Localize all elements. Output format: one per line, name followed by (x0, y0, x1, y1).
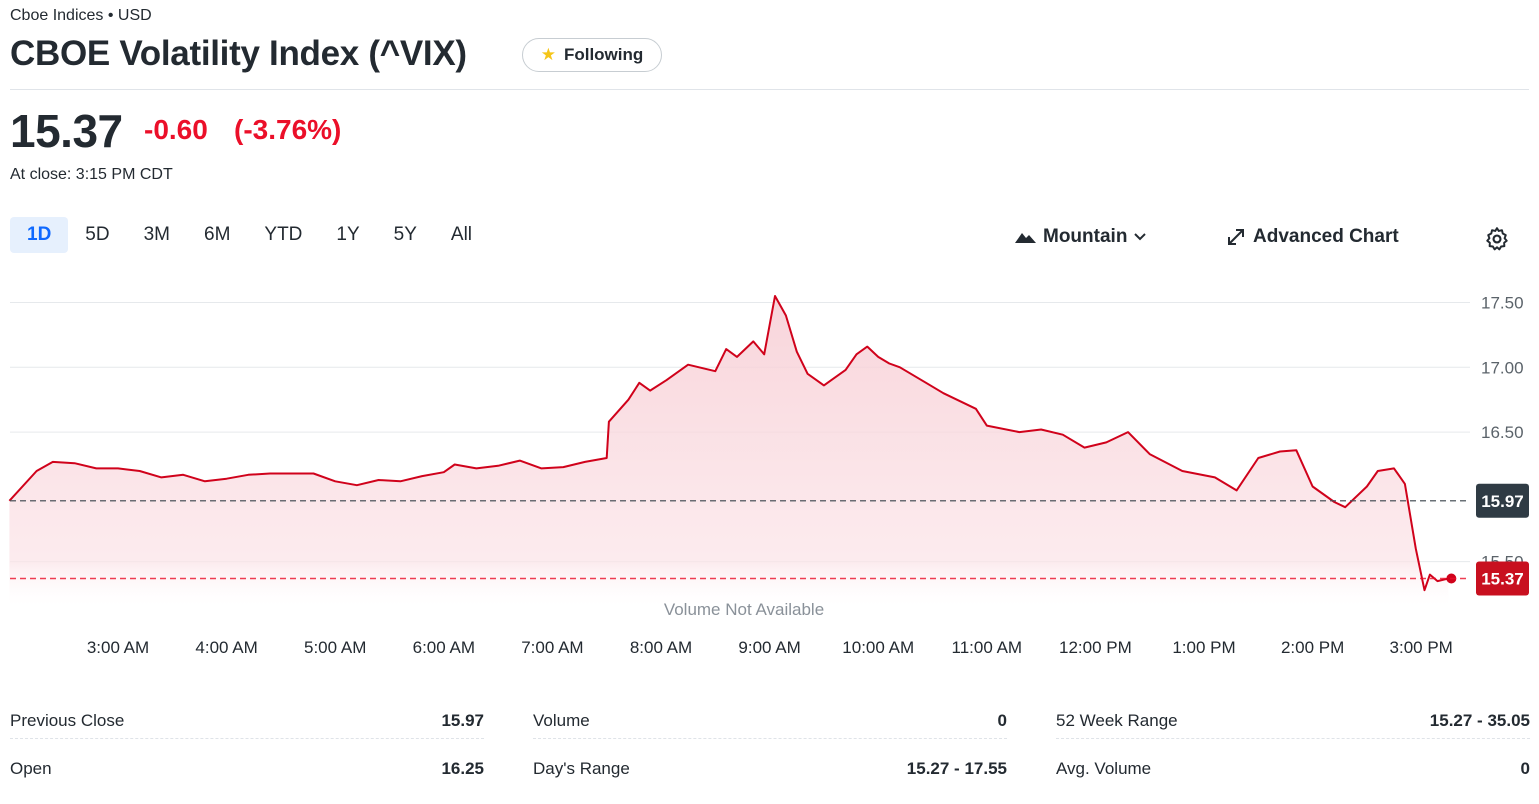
chart-type-label: Mountain (1043, 226, 1128, 247)
stat-value: 15.27 - 35.05 (1429, 710, 1530, 730)
stat-open: Open 16.25 (10, 751, 484, 787)
tab-all[interactable]: All (450, 224, 473, 245)
stat-value: 15.97 (441, 710, 484, 730)
reference-badge (1476, 561, 1529, 596)
quote-change-percent: (-3.76%) (234, 114, 342, 145)
stat-label: Open (10, 759, 52, 778)
chart-type-dropdown[interactable]: Mountain (1015, 226, 1147, 248)
stat-label: Volume (533, 710, 590, 730)
x-tick-label: 7:00 AM (521, 638, 583, 657)
volume-note: Volume Not Available (664, 600, 824, 619)
exchange-label: Cboe Indices • USD (10, 7, 152, 24)
quote-change: -0.60 (144, 114, 208, 145)
stat-label: 52 Week Range (1056, 710, 1178, 730)
expand-icon (1228, 229, 1244, 245)
y-tick-label: 17.00 (1481, 358, 1524, 377)
following-button[interactable]: ★ Following (522, 38, 662, 72)
x-tick-label: 12:00 PM (1059, 638, 1132, 657)
stat-label: Avg. Volume (1056, 759, 1152, 778)
y-tick-label: 17.50 (1481, 294, 1524, 313)
x-tick-label: 8:00 AM (630, 638, 692, 657)
x-tick-label: 9:00 AM (738, 638, 800, 657)
mountain-icon (1015, 233, 1036, 243)
stat-52-week-range: 52 Week Range 15.27 - 35.05 (1056, 703, 1530, 739)
x-tick-label: 3:00 AM (87, 638, 149, 657)
advanced-chart-label: Advanced Chart (1253, 226, 1399, 247)
range-tabs: 1D 5D 3M 6M YTD 1Y 5Y All (10, 217, 489, 253)
x-tick-label: 11:00 AM (952, 638, 1023, 657)
tab-6m[interactable]: 6M (204, 224, 231, 245)
stat-avg-volume: Avg. Volume 0 (1056, 751, 1530, 787)
y-tick-label: 16.50 (1481, 423, 1524, 442)
x-tick-label: 3:00 PM (1390, 638, 1453, 657)
x-tick-label: 4:00 AM (195, 638, 257, 657)
chevron-down-icon (1134, 233, 1147, 241)
stat-value: 0 (1520, 759, 1530, 778)
x-tick-label: 6:00 AM (413, 638, 475, 657)
tab-ytd[interactable]: YTD (264, 224, 303, 245)
quote-price: 15.37 (10, 105, 123, 157)
tab-3m[interactable]: 3M (143, 224, 170, 245)
reference-label: 15.37 (1481, 570, 1524, 589)
series-area (9, 296, 1449, 610)
tab-1d[interactable]: 1D (10, 217, 69, 253)
reference-badge (1476, 483, 1529, 518)
page-title: CBOE Volatility Index (^VIX) (10, 34, 467, 73)
stat-value: 16.25 (441, 759, 484, 778)
advanced-chart-button[interactable]: Advanced Chart (1227, 226, 1399, 248)
stat-volume: Volume 0 (533, 703, 1007, 739)
x-tick-label: 10:00 AM (842, 638, 914, 657)
gear-icon[interactable] (1484, 226, 1510, 252)
stat-days-range: Day's Range 15.27 - 17.55 (533, 751, 1007, 787)
star-icon: ★ (540, 45, 556, 64)
tab-5y[interactable]: 5Y (393, 224, 417, 245)
stat-value: 15.27 - 17.55 (906, 759, 1007, 778)
close-time: At close: 3:15 PM CDT (10, 166, 173, 183)
header-divider (10, 89, 1529, 90)
x-tick-label: 1:00 PM (1172, 638, 1235, 657)
tab-1y[interactable]: 1Y (336, 224, 360, 245)
stat-label: Previous Close (10, 710, 125, 730)
series-line (8, 295, 1449, 592)
reference-label: 15.97 (1481, 492, 1524, 511)
stat-value: 0 (997, 710, 1007, 730)
x-tick-label: 5:00 AM (304, 638, 366, 657)
stat-previous-close: Previous Close 15.97 (10, 703, 484, 739)
tab-5d[interactable]: 5D (85, 224, 110, 245)
x-tick-label: 2:00 PM (1281, 638, 1344, 657)
stat-label: Day's Range (533, 759, 630, 778)
following-label: Following (563, 45, 644, 64)
